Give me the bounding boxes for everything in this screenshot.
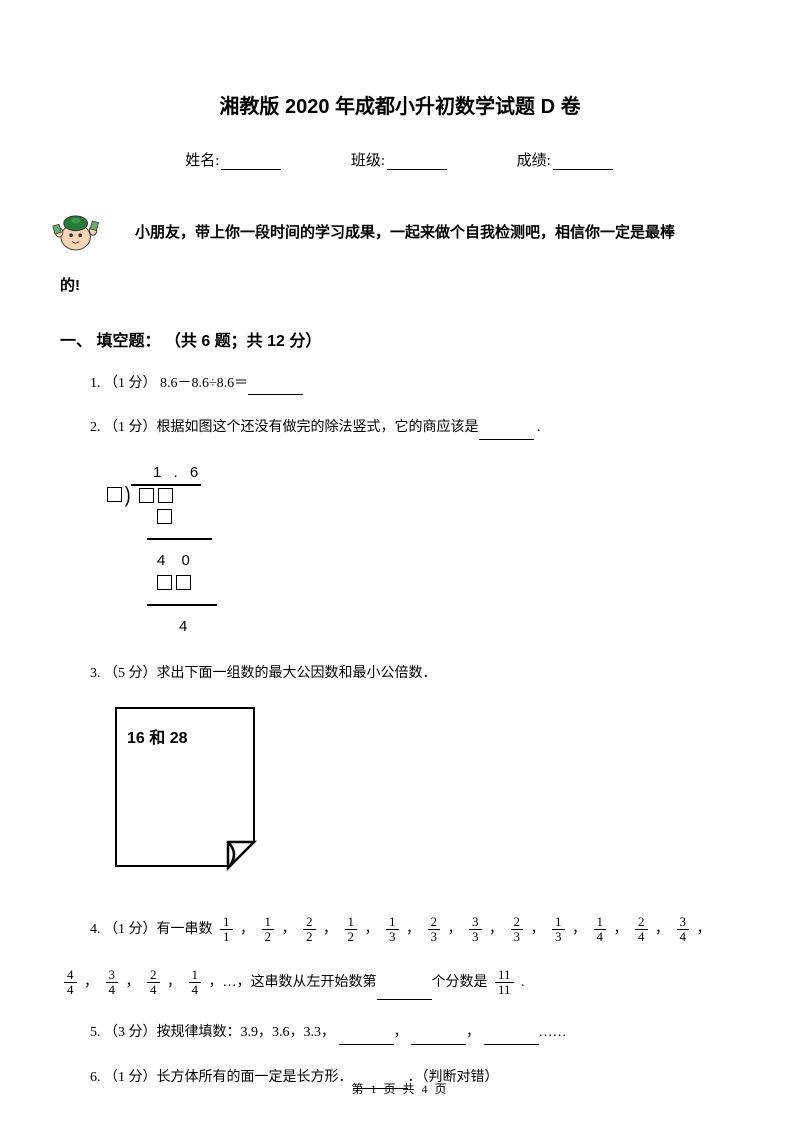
question-4-line1: 4. （1 分）有一串数 11 ， 12 ， 22 ， 12 ， 13 ， 23… bbox=[60, 912, 740, 947]
q5-blank-2[interactable] bbox=[411, 1044, 466, 1045]
class-label: 班级: bbox=[351, 149, 385, 170]
q4-target-fraction: 1111 bbox=[495, 968, 514, 998]
fraction: 23 bbox=[511, 915, 524, 945]
fraction: 34 bbox=[106, 968, 119, 998]
q5-prefix: 5. （3 分）按规律填数：3.9，3.6，3.3， bbox=[90, 1025, 335, 1040]
page-fold-icon bbox=[226, 840, 258, 872]
fraction: 24 bbox=[147, 968, 160, 998]
q5-blank-1[interactable] bbox=[339, 1044, 394, 1045]
note-text: 16 和 28 bbox=[127, 730, 188, 747]
q5-tail: …… bbox=[539, 1025, 567, 1040]
q2-blank[interactable] bbox=[479, 439, 534, 440]
div-remainder: 4 bbox=[179, 618, 187, 635]
exam-title: 湘教版 2020 年成都小升初数学试题 D 卷 bbox=[60, 90, 740, 119]
fraction: 14 bbox=[189, 968, 202, 998]
q4-tail: 个分数是 bbox=[432, 975, 488, 990]
q5-blank-3[interactable] bbox=[484, 1044, 539, 1045]
fraction: 13 bbox=[552, 915, 565, 945]
div-divisor-box bbox=[107, 487, 122, 502]
intro-text-1: 小朋友，带上你一段时间的学习成果，一起来做个自我检测吧，相信你一定是最棒 bbox=[135, 219, 675, 246]
long-division: 1 . 6 ) 4 0 4 bbox=[105, 462, 740, 638]
fraction: 23 bbox=[428, 915, 441, 945]
q4-blank[interactable] bbox=[377, 999, 432, 1000]
q2-text: 2. （1 分）根据如图这个还没有做完的除法竖式，它的商应该是 bbox=[90, 420, 479, 435]
q1-text: 1. （1 分） 8.6－8.6÷8.6＝ bbox=[90, 376, 248, 391]
fraction: 11 bbox=[220, 915, 233, 945]
page-footer: 第 1 页 共 4 页 bbox=[0, 1080, 800, 1097]
div-bracket: ) bbox=[125, 486, 131, 504]
fraction: 12 bbox=[262, 915, 275, 945]
question-2: 2. （1 分）根据如图这个还没有做完的除法竖式，它的商应该是 . bbox=[60, 417, 740, 439]
name-label: 姓名: bbox=[185, 149, 219, 170]
fraction: 33 bbox=[469, 915, 482, 945]
q1-blank[interactable] bbox=[248, 394, 303, 395]
question-4-line2: 44 ， 34 ， 24 ， 14 ，…，这串数从左开始数第个分数是 1111 … bbox=[60, 965, 740, 1000]
question-5: 5. （3 分）按规律填数：3.9，3.6，3.3， ， ， …… bbox=[60, 1022, 740, 1044]
question-3: 3. （5 分）求出下面一组数的最大公因数和最小公倍数． bbox=[60, 663, 740, 685]
class-blank[interactable] bbox=[387, 169, 447, 170]
section-1-header: 一、 填空题： （共 6 题；共 12 分） bbox=[60, 327, 740, 351]
fraction: 24 bbox=[635, 915, 648, 945]
fraction: 14 bbox=[594, 915, 607, 945]
fraction: 34 bbox=[677, 915, 690, 945]
question-1: 1. （1 分） 8.6－8.6÷8.6＝ bbox=[60, 373, 740, 395]
fraction: 44 bbox=[64, 968, 77, 998]
div-row-40: 4 0 bbox=[157, 552, 196, 569]
student-info-row: 姓名: 班级: 成绩: bbox=[60, 149, 740, 170]
q4-period: . bbox=[518, 975, 525, 990]
intro-text-2: 的! bbox=[60, 272, 740, 299]
numbers-note: 16 和 28 bbox=[115, 707, 255, 882]
score-blank[interactable] bbox=[553, 169, 613, 170]
fraction: 22 bbox=[303, 915, 316, 945]
intro-row: 小朋友，带上你一段时间的学习成果，一起来做个自我检测吧，相信你一定是最棒 bbox=[60, 205, 740, 260]
q2-suffix: . bbox=[534, 420, 541, 435]
fraction: 13 bbox=[386, 915, 399, 945]
fraction: 12 bbox=[345, 915, 358, 945]
name-blank[interactable] bbox=[221, 169, 281, 170]
div-quotient: 1 . 6 bbox=[153, 464, 202, 481]
score-label: 成绩: bbox=[517, 149, 551, 170]
q4-prefix: 4. （1 分）有一串数 bbox=[90, 922, 213, 937]
q4-mid: ，…，这串数从左开始数第 bbox=[209, 975, 377, 990]
mascot-icon bbox=[50, 205, 105, 260]
